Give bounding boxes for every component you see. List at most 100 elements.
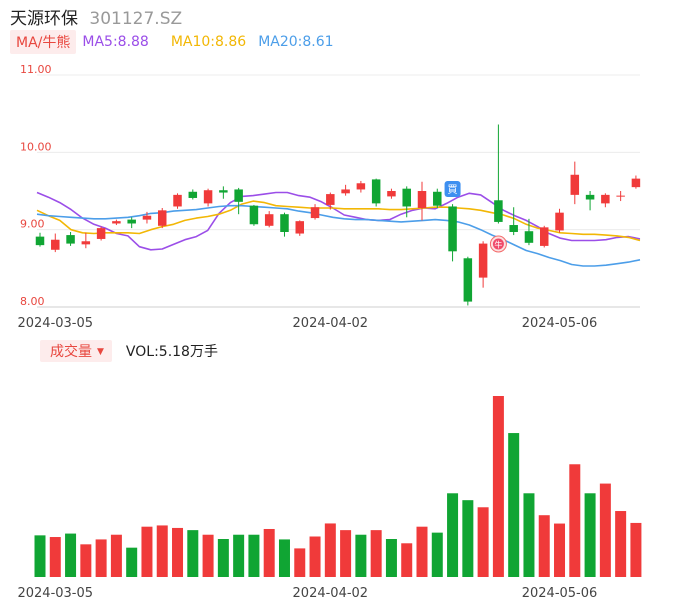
ma-legend: MA/牛熊 MA5:8.88 MA10:8.86 MA20:8.61	[10, 30, 334, 54]
candle-up	[96, 226, 106, 241]
volume-value: VOL:5.18万手	[125, 344, 218, 360]
volume-bar	[385, 539, 397, 577]
volume-bar	[141, 526, 153, 577]
bull-badge-dot	[492, 238, 504, 250]
buy-signal-badge: 買	[444, 181, 461, 197]
candle-down	[219, 186, 228, 199]
ma-toggle-button[interactable]: MA/牛熊	[10, 30, 77, 54]
candle-down	[234, 187, 243, 215]
candle-body	[539, 227, 549, 246]
volume-bar	[34, 535, 46, 577]
volume-bar	[248, 534, 260, 577]
candle-body	[509, 225, 518, 232]
buy-badge-label: 買	[448, 184, 458, 196]
candle-body	[112, 221, 121, 224]
caret-down-icon: ▼	[97, 347, 104, 357]
volume-x-tick-label: 2024-03-05	[17, 586, 93, 601]
candle-body	[249, 205, 259, 225]
volume-bar	[95, 539, 107, 577]
candle-body	[341, 189, 350, 194]
candle-up	[264, 211, 274, 228]
candle-body	[188, 191, 198, 198]
candle-body	[295, 221, 305, 234]
candle-body	[51, 239, 60, 250]
candle-up	[142, 211, 152, 224]
candle-body	[570, 174, 580, 195]
stock-code: 301127.SZ	[89, 9, 183, 29]
candle-body	[203, 190, 213, 204]
volume-bar	[172, 527, 184, 577]
volume-bar	[584, 493, 596, 577]
volume-bar	[355, 534, 367, 577]
candle-up	[112, 219, 121, 226]
candle-down	[402, 186, 411, 218]
candle-body	[326, 194, 335, 205]
candle-body	[524, 231, 534, 243]
candle-body	[387, 191, 396, 197]
volume-bar	[217, 539, 229, 577]
y-tick-label: 10.00	[20, 140, 52, 153]
volume-bar	[156, 525, 168, 577]
candle-body	[402, 188, 411, 207]
candle-body	[616, 195, 625, 197]
candle-down	[66, 231, 75, 246]
volume-bar	[202, 534, 214, 577]
candle-body	[234, 189, 243, 202]
volume-bar	[538, 515, 550, 577]
volume-bar	[294, 548, 306, 577]
candle-up	[157, 208, 167, 229]
volume-bar	[278, 539, 290, 577]
bull-signal-badge: 牛	[489, 235, 507, 253]
volume-indicator-dropdown[interactable]: 成交量 ▼	[40, 340, 112, 362]
candle-down	[494, 124, 503, 224]
volume-bar	[630, 522, 642, 577]
volume-bar	[65, 533, 77, 577]
candle-body	[478, 243, 488, 278]
signal-badges: 買牛	[444, 181, 507, 253]
candle-body	[157, 210, 167, 226]
y-tick-label: 8.00	[20, 295, 45, 308]
volume-bar	[599, 483, 611, 577]
candle-body	[371, 179, 381, 204]
volume-bar	[447, 493, 459, 577]
candle-body	[631, 178, 641, 188]
volume-bar	[110, 534, 122, 577]
candle-body	[173, 194, 182, 207]
volume-bar	[401, 543, 413, 577]
candle-body	[448, 206, 457, 252]
volume-bar	[523, 493, 535, 577]
volume-bar	[508, 433, 520, 577]
candle-down	[188, 189, 198, 200]
y-tick-label: 9.00	[20, 218, 45, 231]
candle-down	[35, 232, 45, 247]
candle-body	[96, 228, 106, 239]
volume-x-tick-label: 2024-04-02	[293, 586, 369, 601]
candle-body	[35, 236, 45, 246]
volume-bar	[492, 396, 504, 577]
candle-up	[356, 180, 366, 193]
volume-bar	[462, 500, 474, 577]
candle-body	[601, 194, 610, 204]
candle-body	[585, 194, 595, 200]
candle-down	[127, 217, 136, 229]
candle-down	[249, 204, 259, 226]
candle-up	[295, 220, 305, 236]
volume-bar	[187, 530, 199, 577]
volume-bar	[263, 528, 275, 577]
volume-bar	[80, 544, 92, 577]
candle-down	[509, 207, 518, 236]
volume-bar	[49, 537, 61, 577]
volume-bar	[431, 532, 443, 577]
candle-down	[585, 191, 595, 211]
candle-body	[310, 207, 320, 219]
candle-down	[433, 188, 442, 209]
volume-bar	[309, 536, 321, 577]
candle-body	[66, 235, 75, 244]
candle-body	[555, 212, 564, 231]
candle-up	[539, 225, 549, 248]
bull-badge-label: 牛	[494, 240, 502, 250]
candle-down	[280, 212, 289, 237]
date-axis-labels: 2024-03-05 2024-03-05 2024-04-02 2024-04-02…	[17, 316, 597, 601]
candle-body	[127, 219, 136, 224]
